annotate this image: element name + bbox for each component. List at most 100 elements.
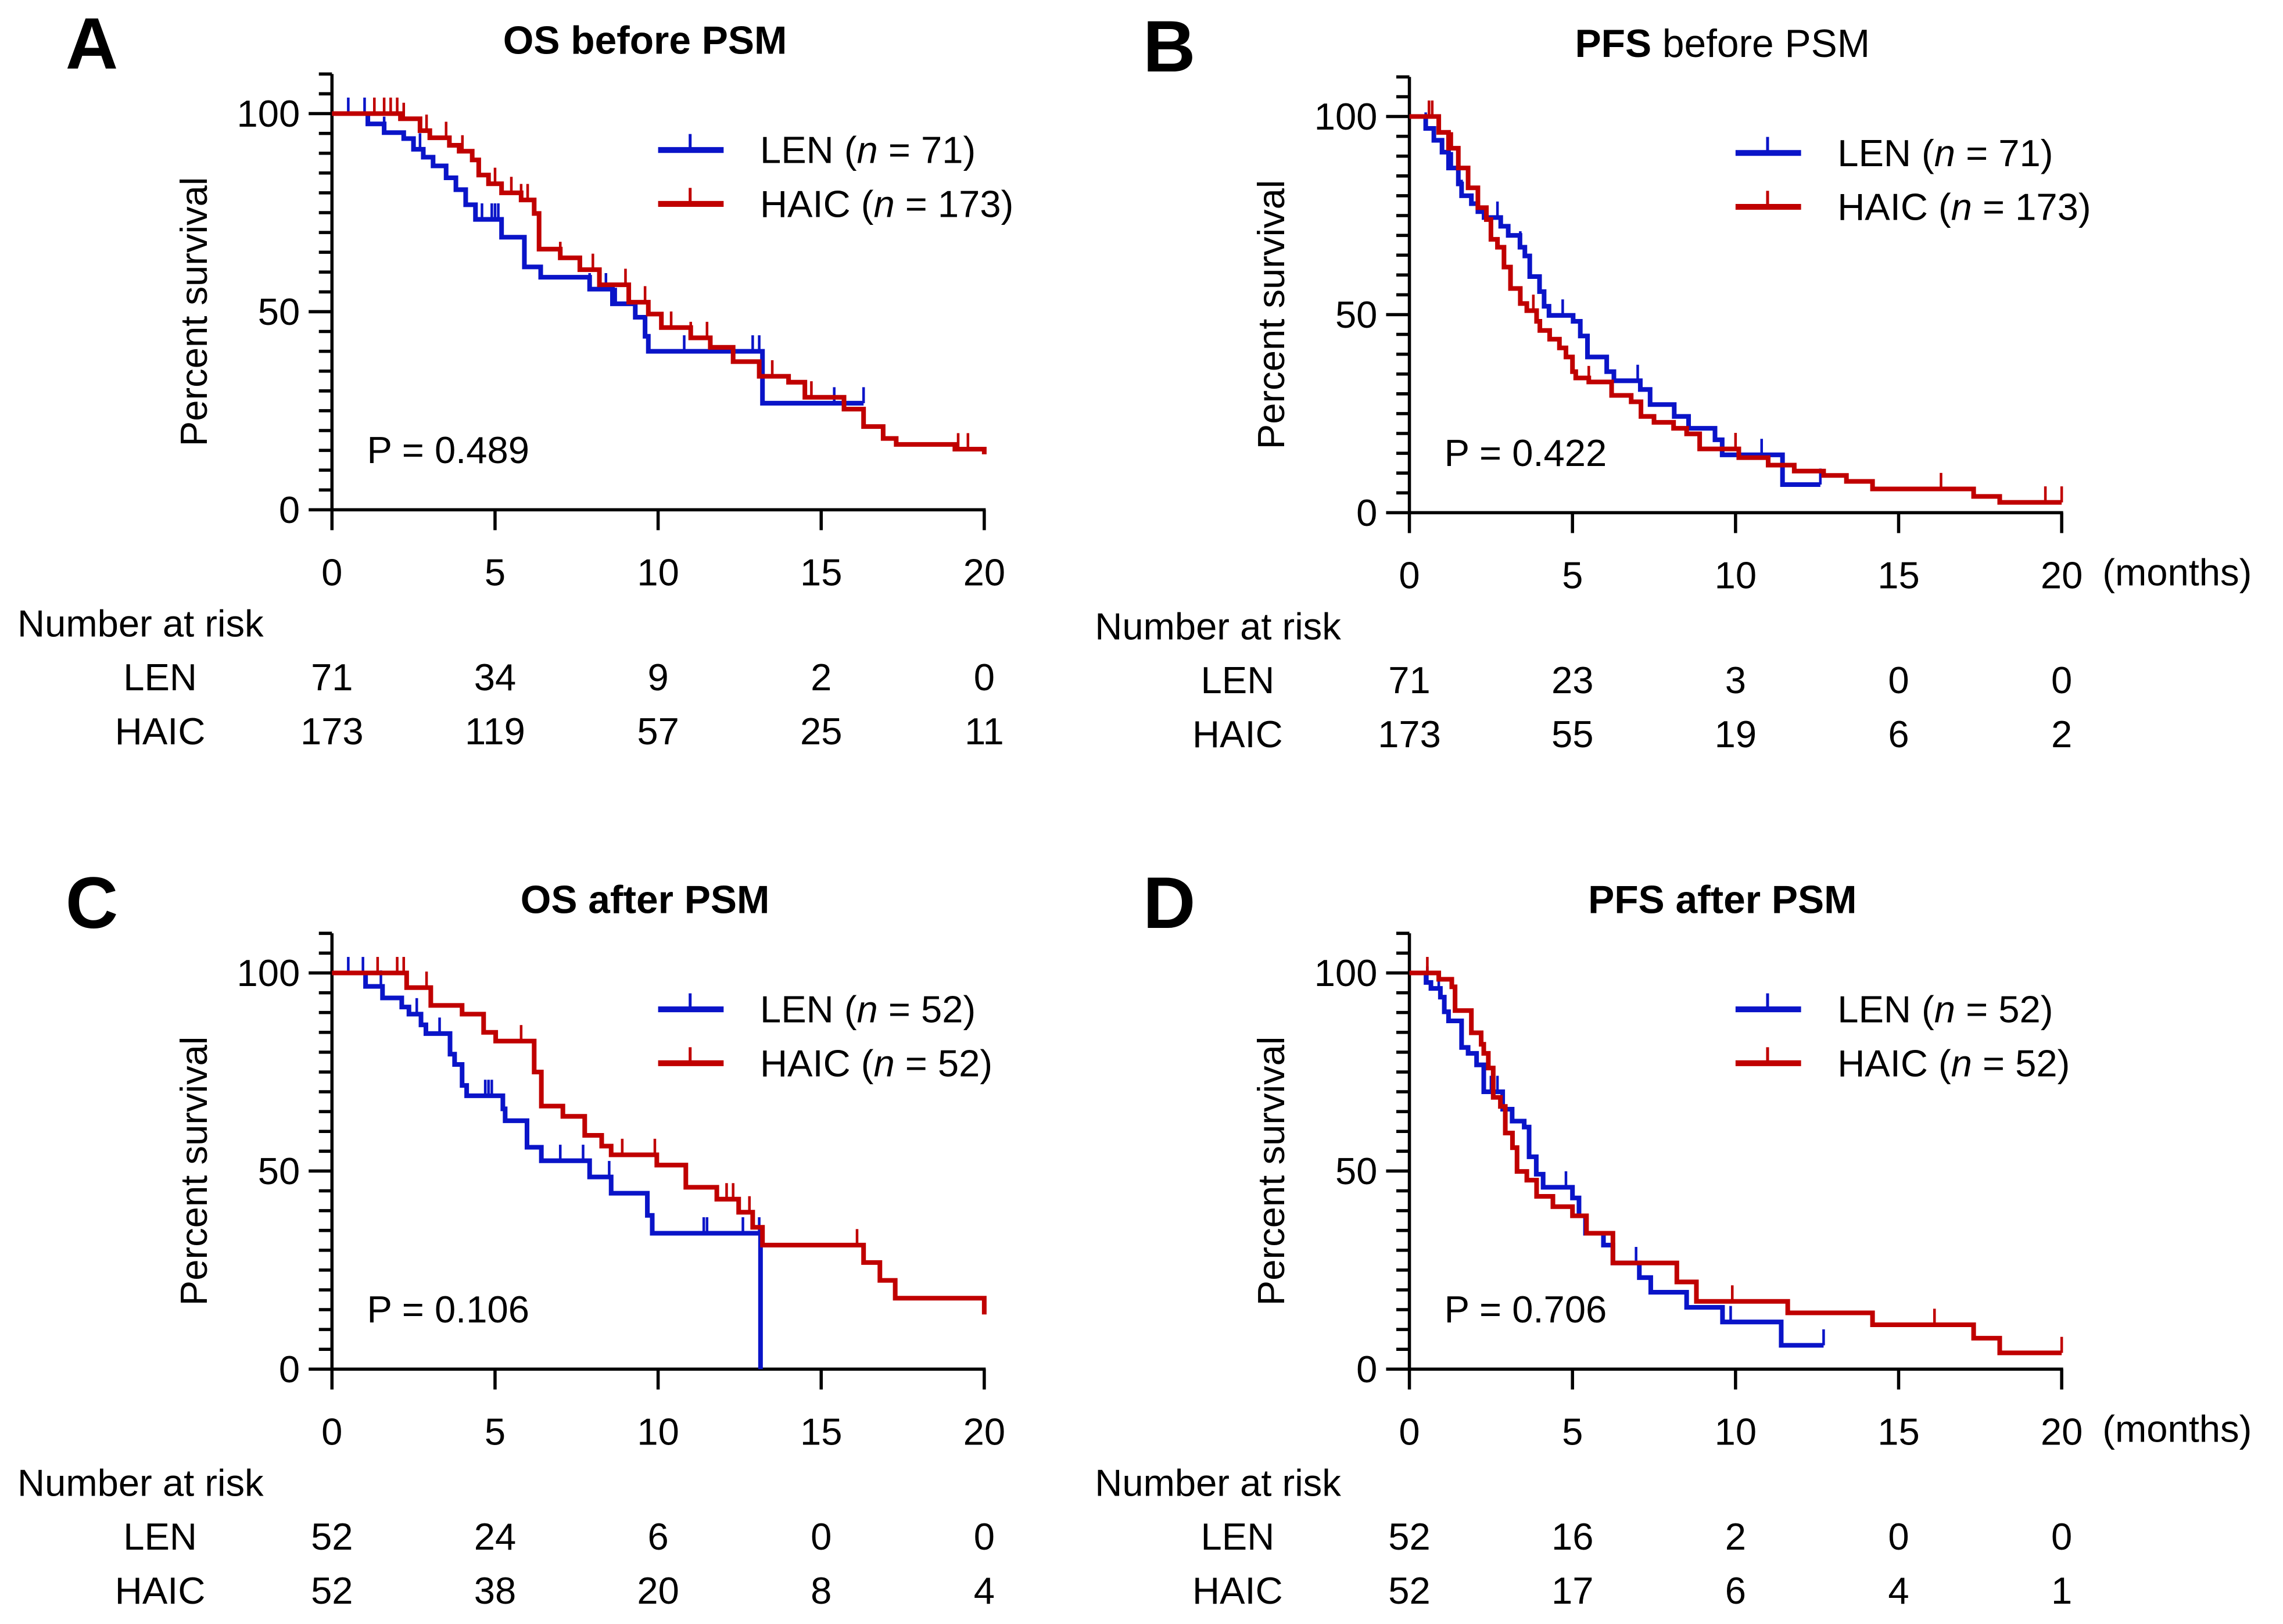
legend-paren: ( xyxy=(1911,988,1934,1031)
risk-value: 23 xyxy=(1551,659,1593,701)
legend-count: = 173) xyxy=(1972,186,2091,228)
risk-value: 55 xyxy=(1551,713,1593,755)
legend-count: = 52) xyxy=(1955,988,2053,1031)
chart-title: OS after PSM xyxy=(521,879,770,922)
x-tick-label: 20 xyxy=(2041,554,2083,597)
x-tick-label: 15 xyxy=(1877,554,1919,597)
legend-count: = 52) xyxy=(1972,1042,2070,1084)
risk-value: 4 xyxy=(1888,1569,1909,1612)
y-axis-label: Percent survival xyxy=(173,177,215,447)
y-tick-label: 50 xyxy=(1335,1150,1377,1192)
p-value: P = 0.489 xyxy=(367,429,529,471)
chart-title-bold: OS before PSM xyxy=(503,19,787,63)
legend-name: HAIC xyxy=(1837,1042,1928,1084)
x-tick-label: 0 xyxy=(1399,1411,1420,1453)
risk-table-title: Number at risk xyxy=(17,602,264,644)
x-tick-label: 5 xyxy=(485,1411,506,1453)
legend-paren: ( xyxy=(1928,186,1951,228)
risk-value: 119 xyxy=(465,710,525,752)
risk-value: 25 xyxy=(800,710,842,752)
legend-paren: ( xyxy=(1911,132,1934,174)
risk-value: 173 xyxy=(1378,713,1441,755)
legend-name: HAIC xyxy=(760,1042,851,1084)
y-tick-label: 0 xyxy=(1356,492,1377,534)
chart-title: PFS before PSM xyxy=(1575,22,1870,66)
legend-count: = 71) xyxy=(1955,132,2053,174)
risk-row-label: LEN xyxy=(1201,659,1275,701)
risk-value: 0 xyxy=(1888,659,1909,701)
legend-count: = 71) xyxy=(878,129,976,171)
legend-label-haic: HAIC (n = 173) xyxy=(760,182,1013,225)
y-tick-label: 50 xyxy=(258,291,300,333)
risk-table-title: Number at risk xyxy=(1095,1461,1341,1504)
legend-label-haic: HAIC (n = 52) xyxy=(760,1042,992,1084)
legend-label-len: LEN (n = 71) xyxy=(760,129,976,171)
x-axis-label: (months) xyxy=(2102,1408,2252,1450)
risk-value: 0 xyxy=(1888,1515,1909,1558)
risk-value: 2 xyxy=(2051,713,2072,755)
y-tick-label: 100 xyxy=(236,952,300,994)
y-tick-label: 100 xyxy=(1314,95,1378,138)
y-tick-label: 0 xyxy=(1356,1348,1377,1390)
risk-value: 24 xyxy=(474,1515,516,1558)
y-tick-label: 50 xyxy=(1335,293,1377,336)
x-tick-label: 0 xyxy=(321,1411,342,1453)
panel-label: C xyxy=(66,862,118,944)
chart-title-bold: PFS after PSM xyxy=(1588,879,1856,922)
risk-row-label: HAIC xyxy=(1192,713,1283,755)
legend-paren: ( xyxy=(851,182,874,225)
risk-value: 0 xyxy=(2051,1515,2072,1558)
risk-value: 71 xyxy=(311,656,353,698)
risk-value: 38 xyxy=(474,1569,516,1612)
legend-count: = 173) xyxy=(895,182,1014,225)
x-tick-label: 15 xyxy=(1877,1411,1919,1453)
risk-row-label: LEN xyxy=(123,1515,197,1558)
risk-value: 0 xyxy=(811,1515,832,1558)
chart-title: PFS after PSM xyxy=(1588,879,1856,922)
x-tick-label: 5 xyxy=(1562,554,1583,597)
legend-label-len: LEN (n = 52) xyxy=(1837,988,2053,1031)
risk-value: 17 xyxy=(1551,1569,1593,1612)
legend-paren: ( xyxy=(834,988,857,1031)
survival-curve-haic xyxy=(1409,114,2062,505)
risk-value: 1 xyxy=(2051,1569,2072,1612)
risk-value: 2 xyxy=(1725,1515,1746,1558)
survival-curve-haic xyxy=(1409,970,2062,1356)
x-tick-label: 20 xyxy=(963,551,1005,594)
legend-paren: ( xyxy=(851,1042,874,1084)
legend-n: n xyxy=(873,1042,894,1084)
chart-title-bold: OS after PSM xyxy=(521,879,770,922)
risk-value: 2 xyxy=(811,656,832,698)
legend-name: HAIC xyxy=(760,182,851,225)
risk-value: 6 xyxy=(1725,1569,1746,1612)
p-value: P = 0.422 xyxy=(1445,432,1607,474)
y-tick-label: 50 xyxy=(258,1150,300,1192)
risk-table-title: Number at risk xyxy=(1095,605,1341,647)
risk-value: 52 xyxy=(1388,1569,1430,1612)
legend-name: LEN xyxy=(1837,132,1911,174)
legend-n: n xyxy=(1934,132,1955,174)
risk-value: 11 xyxy=(965,710,1004,752)
legend-label-haic: HAIC (n = 52) xyxy=(1837,1042,2070,1084)
chart-title-bold: PFS xyxy=(1575,22,1652,66)
x-tick-label: 0 xyxy=(321,551,342,594)
risk-value: 52 xyxy=(1388,1515,1430,1558)
legend-n: n xyxy=(857,129,878,171)
legend-count: = 52) xyxy=(878,988,976,1031)
risk-value: 6 xyxy=(647,1515,668,1558)
panel-label: A xyxy=(66,3,118,84)
y-axis-label: Percent survival xyxy=(173,1037,215,1306)
legend-label-haic: HAIC (n = 173) xyxy=(1837,186,2091,228)
x-tick-label: 20 xyxy=(2041,1411,2083,1453)
risk-value: 8 xyxy=(811,1569,832,1612)
survival-curve-len xyxy=(332,111,864,406)
risk-row-label: LEN xyxy=(123,656,197,698)
survival-curve-haic xyxy=(332,111,987,454)
p-value: P = 0.106 xyxy=(367,1288,529,1331)
panel-label: B xyxy=(1143,6,1195,87)
legend-name: LEN xyxy=(760,129,834,171)
risk-value: 0 xyxy=(974,656,995,698)
